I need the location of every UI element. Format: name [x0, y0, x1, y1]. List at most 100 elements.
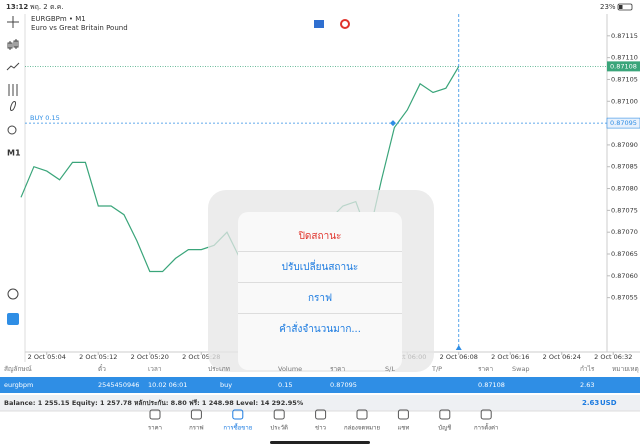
positions-table: สัญลักษณ์ ตั๋ว เวลา ประเภท Volume ราคา S/L T/P ร… [0, 364, 640, 393]
x-tick-label: 2 Oct 06:32 [594, 353, 632, 361]
y-tick-label: 0.87075 [611, 206, 638, 214]
column-header: ตั๋ว [98, 364, 106, 373]
trade-icon[interactable] [7, 313, 19, 325]
tab-icon [232, 409, 244, 420]
tab-icon [397, 409, 409, 420]
tab-label[interactable]: ประวัติ [270, 425, 288, 432]
position-row[interactable] [0, 377, 640, 393]
balance-profit: 2.63 [582, 399, 599, 407]
balance-bar [0, 395, 640, 411]
x-tick-label: 2 Oct 06:08 [440, 353, 478, 361]
column-header: กำไร [580, 365, 595, 373]
cell: eurgbpm [4, 381, 33, 389]
position-price: 0.87095 [610, 119, 637, 127]
column-header: ประเภท [208, 365, 230, 373]
x-tick-label: 2 Oct 05:12 [79, 353, 117, 361]
flag-icon [314, 20, 324, 28]
y-tick-label: 0.87085 [611, 163, 638, 171]
y-tick-label: 0.87065 [611, 250, 638, 258]
cell: 10.02 06:01 [148, 381, 187, 389]
y-tick-label: 0.87090 [611, 141, 638, 149]
home-indicator [270, 441, 370, 444]
candles-icon [7, 39, 19, 50]
chart-subtitle: Euro vs Great Britain Pound [31, 24, 128, 32]
cell: 0.15 [278, 381, 292, 389]
menu-item[interactable]: คำสั่งจำนวนมาก... [279, 321, 361, 335]
tab-icon [439, 409, 451, 420]
tab-label[interactable]: การซื้อขาย [223, 422, 252, 432]
tab-icon [480, 409, 492, 420]
balance-currency: USD [600, 399, 617, 407]
cell: 0.87108 [478, 381, 505, 389]
plot: 0.87115 0.87110 0.87105 0.87100 0.87090 0.870… [20, 14, 640, 361]
column-header: สัญลักษณ์ [4, 365, 32, 373]
toolbar-icons [6, 16, 20, 300]
y-tick-label: 0.87055 [611, 294, 638, 302]
timeframe[interactable]: M1 [7, 149, 21, 158]
tab-icon [190, 409, 202, 420]
tab-icon [356, 409, 368, 420]
tab-label[interactable]: แชท [397, 425, 409, 432]
context-menu: ปิดสถานะปรับเปลี่ยนสถานะกราฟคำสั่งจำนวนม… [238, 212, 402, 370]
menu-item[interactable]: กราฟ [308, 293, 332, 304]
cell: 2.63 [580, 381, 594, 389]
position-box [606, 117, 640, 129]
y-tick-label: 0.87105 [611, 75, 638, 83]
objects-icon [7, 125, 17, 135]
battery-icon [617, 3, 633, 11]
x-tick-label: 2 Oct 06:24 [543, 353, 581, 361]
tab-icon [315, 409, 327, 420]
menu-item[interactable]: ปิดสถานะ [298, 231, 341, 242]
y-tick-label: 0.87070 [611, 228, 638, 236]
x-tick-label: 2 Oct 05:20 [131, 353, 169, 361]
column-header: หมายเหตุ [612, 365, 639, 373]
battery-level [619, 5, 623, 9]
tab-label[interactable]: ราคา [148, 425, 162, 432]
y-tick-label: 0.87060 [611, 272, 638, 280]
y-tick-label: 0.87080 [611, 185, 638, 193]
tab-label[interactable]: บัญชี [438, 424, 451, 432]
cell: 0.87095 [330, 381, 357, 389]
tab-icon [273, 409, 285, 420]
x-tick-label: 2 Oct 06:16 [491, 353, 529, 361]
status-date: พฤ. 2 ต.ค. [30, 3, 64, 11]
y-tick-label: 0.87100 [611, 97, 638, 105]
cell: buy [220, 381, 232, 389]
column-header: ราคา [478, 365, 493, 373]
oneclick-icon[interactable] [340, 19, 350, 29]
status-time: 13:12 [6, 3, 28, 11]
balance-summary: Balance: 1 255.15 Equity: 1 257.78 หลักป… [4, 399, 304, 407]
battery-text: 23% [600, 3, 616, 11]
chart-title: EURGBPm • M1 [31, 15, 86, 23]
column-header: Volume [278, 365, 302, 373]
cell: 2545450946 [98, 381, 139, 389]
x-tick-label: 2 Oct 05:28 [182, 353, 220, 361]
zoom-icon [7, 288, 19, 300]
time-marker [455, 345, 462, 350]
column-header: Swap [512, 365, 530, 373]
x-tick-label: 2 Oct 05:04 [28, 353, 66, 361]
function-icon [10, 101, 16, 111]
settings-icon [8, 84, 18, 96]
y-tick-label: 0.87110 [611, 54, 638, 62]
y-tick-label: 0.87115 [611, 32, 638, 40]
tab-label[interactable]: ข่าว [315, 425, 326, 432]
position-label: BUY 0.15 [30, 114, 60, 122]
indicator-icon [6, 62, 20, 71]
tab-bar: ราคา กราฟ การซื้อขาย ประวัติ ข่าว กล่องจดหมาย… [148, 409, 498, 432]
menu-item[interactable]: ปรับเปลี่ยนสถานะ [282, 259, 359, 273]
column-header: S/L [385, 365, 395, 373]
tab-label[interactable]: กราฟ [189, 425, 203, 432]
bid-box [607, 61, 640, 72]
column-header: T/P [431, 365, 442, 373]
tab-label[interactable]: การตั้งค่า [474, 422, 498, 432]
crosshair-icon [7, 16, 19, 28]
bid-label: 0.87108 [610, 62, 637, 70]
entry-marker [390, 120, 396, 127]
column-header: เวลา [148, 365, 162, 373]
column-header: ราคา [330, 365, 345, 373]
tab-label[interactable]: กล่องจดหมาย [344, 425, 380, 432]
tab-icon [149, 409, 161, 420]
